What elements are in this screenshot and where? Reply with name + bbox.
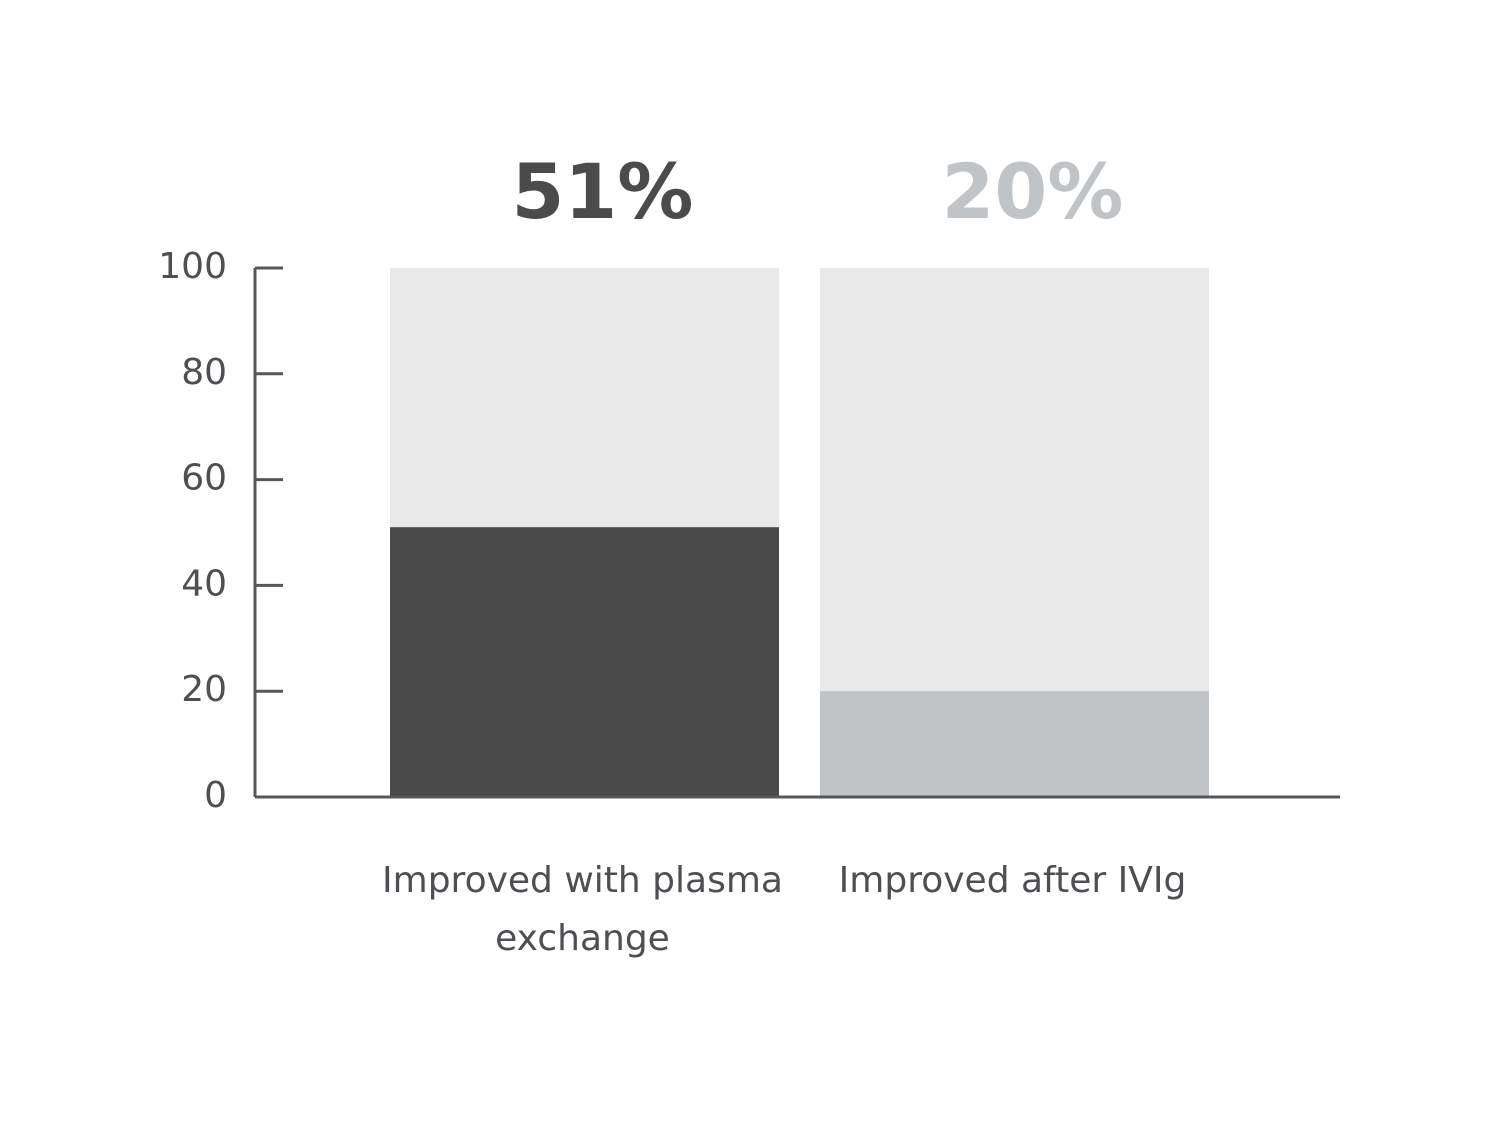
y-tick-label: 80 bbox=[181, 352, 227, 393]
x-tick-label: Improved after IVIg bbox=[838, 860, 1187, 901]
y-tick-label: 60 bbox=[181, 458, 227, 499]
x-tick-label: Improved with plasma exchange bbox=[382, 860, 783, 959]
y-tick-label: 20 bbox=[181, 669, 227, 710]
value-label: 51% bbox=[512, 147, 694, 236]
value-label: 20% bbox=[942, 147, 1124, 236]
bar bbox=[820, 691, 1209, 797]
y-tick-label: 100 bbox=[158, 246, 227, 287]
y-tick-label: 0 bbox=[204, 775, 227, 816]
y-tick-label: 40 bbox=[181, 563, 227, 604]
bar bbox=[390, 527, 779, 797]
